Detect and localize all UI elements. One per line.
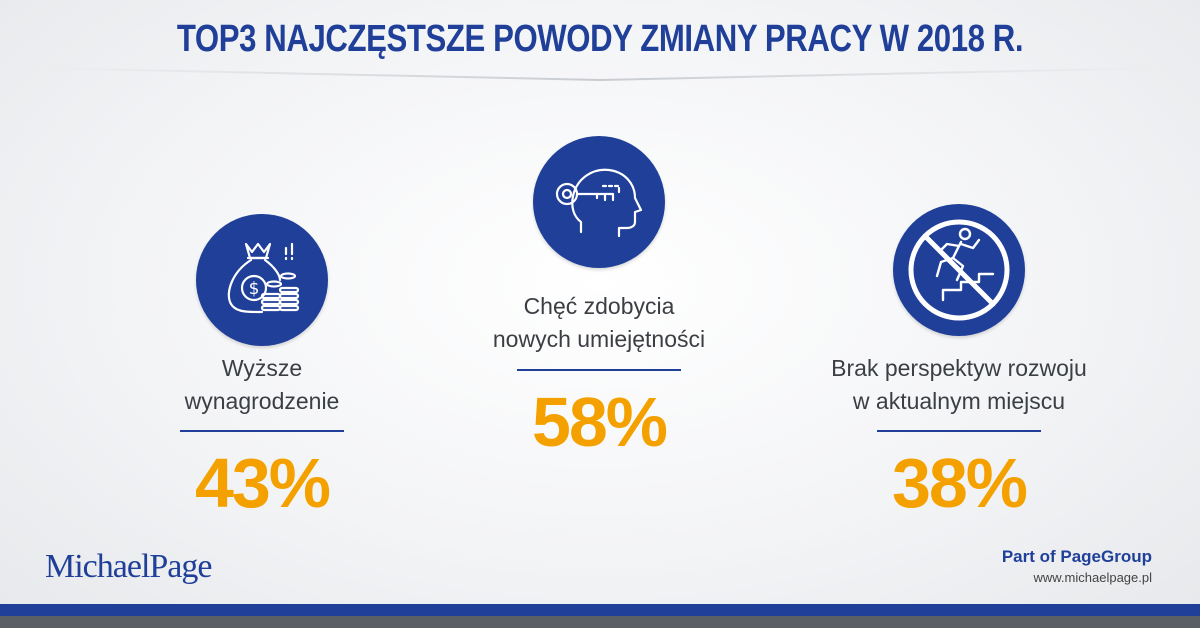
footer-bar-grey <box>0 616 1200 628</box>
reason-divider <box>877 430 1041 432</box>
reason-label: Brak perspektyw rozwoju w aktualnym miej… <box>789 352 1129 418</box>
reason-label-line1: Wyższe <box>221 355 303 381</box>
title-divider <box>40 67 1160 82</box>
website-url[interactable]: www.michaelpage.pl <box>1033 570 1152 585</box>
part-of-pagegroup: Part of PageGroup <box>1001 547 1152 566</box>
no-career-stairs-icon <box>893 204 1025 336</box>
michael-page-logo: MichaelPage <box>45 548 212 585</box>
reason-label-line1: Chęć zdobycia <box>523 293 675 319</box>
reason-divider <box>517 369 681 371</box>
page-title: TOP3 NAJCZĘSTSZE POWODY ZMIANY PRACY W 2… <box>176 18 1024 60</box>
head-key-icon <box>533 136 665 268</box>
reason-label-line2: nowych umiejętności <box>492 326 706 352</box>
reason-percent: 58% <box>531 383 668 461</box>
svg-text:$: $ <box>249 279 260 299</box>
reason-label: Chęć zdobycia nowych umiejętności <box>429 290 769 356</box>
footer-bar-blue <box>0 604 1200 616</box>
reason-divider <box>180 430 344 432</box>
reason-label-line2: wynagrodzenie <box>184 388 340 414</box>
reason-label-line1: Brak perspektyw rozwoju <box>831 355 1087 381</box>
reason-label: Wyższe wynagrodzenie <box>92 352 432 418</box>
reason-percent: 43% <box>194 444 331 522</box>
reason-label-line2: w aktualnym miejscu <box>852 388 1066 414</box>
money-bag-icon: $ <box>196 214 328 346</box>
reason-percent: 38% <box>891 444 1028 522</box>
